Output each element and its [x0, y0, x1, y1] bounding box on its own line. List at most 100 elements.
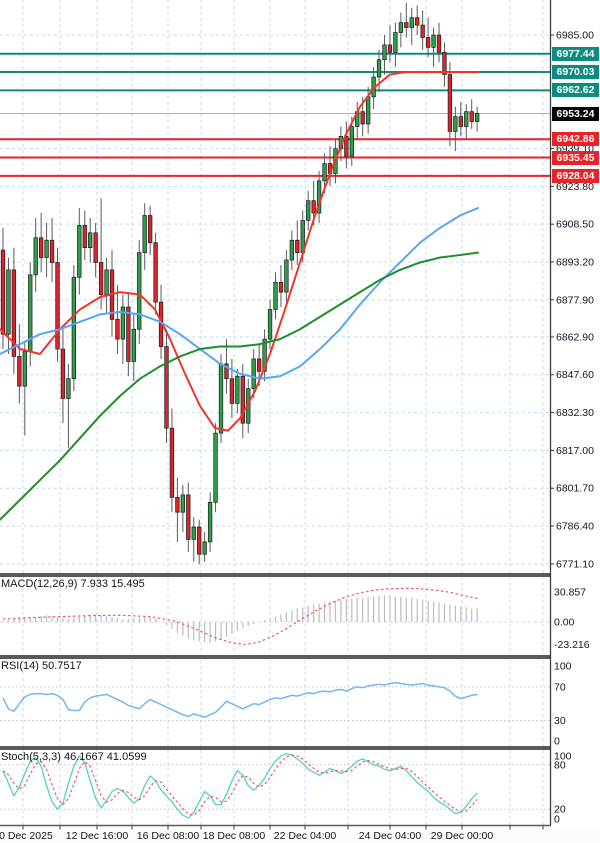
- ma-line-mid-blue: [0, 207, 479, 380]
- price-axis-label: 6908.50: [556, 219, 594, 231]
- bear-candle: [93, 232, 98, 263]
- rsi-axis-label: 0: [554, 736, 560, 748]
- time-axis-label: 10 Dec 2025: [0, 830, 53, 842]
- bear-candle: [175, 497, 180, 513]
- price-axis-label: 6847.60: [556, 369, 594, 381]
- rsi-axis-label: 70: [554, 681, 566, 693]
- bear-candle: [360, 111, 365, 125]
- ma-line-fast-red: [0, 71, 479, 432]
- time-axis-label: 16 Dec 08:00: [137, 830, 200, 842]
- price-axis-label: 6877.90: [556, 294, 594, 306]
- bear-candle: [55, 262, 60, 350]
- bear-candle: [224, 363, 229, 380]
- macd-axis-label: 30.857: [554, 587, 586, 599]
- bull-candle: [202, 541, 207, 555]
- bull-candle: [431, 34, 436, 48]
- support-label-0: 6942.86: [552, 132, 599, 147]
- stoch-axis-label: 100: [554, 751, 572, 763]
- bull-candle: [322, 163, 327, 182]
- bear-candle: [17, 356, 22, 387]
- bull-candle: [453, 116, 458, 132]
- bear-candle: [415, 17, 420, 26]
- rsi-axis-label: 100: [554, 661, 572, 673]
- support-label-1: 6935.45: [552, 150, 599, 165]
- bull-candle: [284, 259, 289, 293]
- bear-candle: [240, 375, 245, 424]
- bear-candle: [148, 215, 153, 244]
- support-label-2: 6928.04: [552, 168, 599, 183]
- time-axis-strip: [0, 828, 600, 843]
- macd-title: MACD(12,26,9) 7.933 15.495: [1, 578, 145, 590]
- rsi-title: RSI(14) 50.7517: [1, 660, 82, 672]
- bear-candle: [404, 22, 409, 28]
- resistance-label-1: 6970.03: [552, 65, 599, 79]
- bull-candle: [398, 22, 403, 33]
- bear-candle: [229, 378, 235, 404]
- grid-lines: [0, 0, 550, 825]
- bull-candle: [104, 269, 109, 295]
- resistance-label-2: 6962.62: [552, 83, 599, 98]
- bear-candle: [186, 494, 191, 540]
- bear-candle: [98, 262, 104, 295]
- bull-candle: [71, 276, 77, 380]
- bull-candle: [218, 363, 224, 434]
- time-axis-label: 24 Dec 04:00: [359, 830, 422, 842]
- price-axis-label: 6923.80: [556, 181, 594, 193]
- moving-averages: [0, 71, 479, 521]
- bear-candle: [257, 358, 262, 372]
- bull-candle: [366, 96, 371, 125]
- stoch-title: Stoch(5,3,3) 46.1667 41.0599: [1, 751, 147, 763]
- bear-candle: [82, 225, 87, 248]
- bear-candle: [153, 242, 158, 303]
- bull-candle: [33, 237, 38, 276]
- bear-candle: [344, 136, 349, 157]
- bull-candle: [120, 306, 126, 340]
- bull-candle: [475, 113, 480, 122]
- bear-candle: [38, 237, 44, 258]
- rsi-axis-label: 30: [554, 715, 566, 727]
- rsi-line: [2, 681, 478, 719]
- stoch-d-line: [2, 754, 478, 816]
- time-axis-label: 18 Dec 08:00: [203, 830, 266, 842]
- bull-candle: [349, 126, 354, 157]
- price-axis-label: 6786.40: [556, 521, 594, 533]
- bear-candle: [0, 249, 6, 335]
- bear-candle: [115, 319, 120, 340]
- stoch-axis-label: 80: [554, 759, 566, 771]
- bear-candle: [295, 239, 300, 253]
- bull-candle: [382, 44, 387, 61]
- panel-separator[interactable]: [0, 573, 551, 577]
- panel-separator[interactable]: [0, 746, 551, 750]
- bull-candle: [262, 338, 267, 372]
- bear-candle: [60, 348, 66, 399]
- price-axis-label: 6817.00: [556, 445, 594, 457]
- bull-candle: [267, 309, 273, 340]
- macd-panel[interactable]: 30.857 0.00 -23.216: [2, 587, 590, 652]
- bull-candle: [393, 32, 398, 53]
- bull-candle: [191, 526, 196, 540]
- bear-candle: [447, 74, 453, 132]
- rsi-panel[interactable]: 100 70 30 0: [0, 661, 572, 748]
- bear-candle: [469, 111, 474, 122]
- bull-candle: [251, 358, 256, 389]
- bull-candle: [273, 281, 278, 310]
- bear-candle: [49, 239, 55, 263]
- bull-candle: [77, 225, 82, 278]
- macd-signal-line: [2, 587, 479, 646]
- stoch-axis-label: 20: [554, 804, 566, 816]
- bull-candle: [131, 328, 136, 362]
- price-axis-label: 6771.10: [556, 558, 594, 570]
- stoch-k-line: [2, 753, 478, 819]
- time-axis-label: 12 Dec 16:00: [66, 830, 129, 842]
- time-axis-label: 22 Dec 04:00: [274, 830, 337, 842]
- candlestick-series: [0, 2, 480, 564]
- bull-candle: [289, 239, 294, 261]
- bull-candle: [66, 378, 71, 399]
- time-axis-label: 29 Dec 00:00: [431, 830, 494, 842]
- panel-separator[interactable]: [0, 655, 551, 659]
